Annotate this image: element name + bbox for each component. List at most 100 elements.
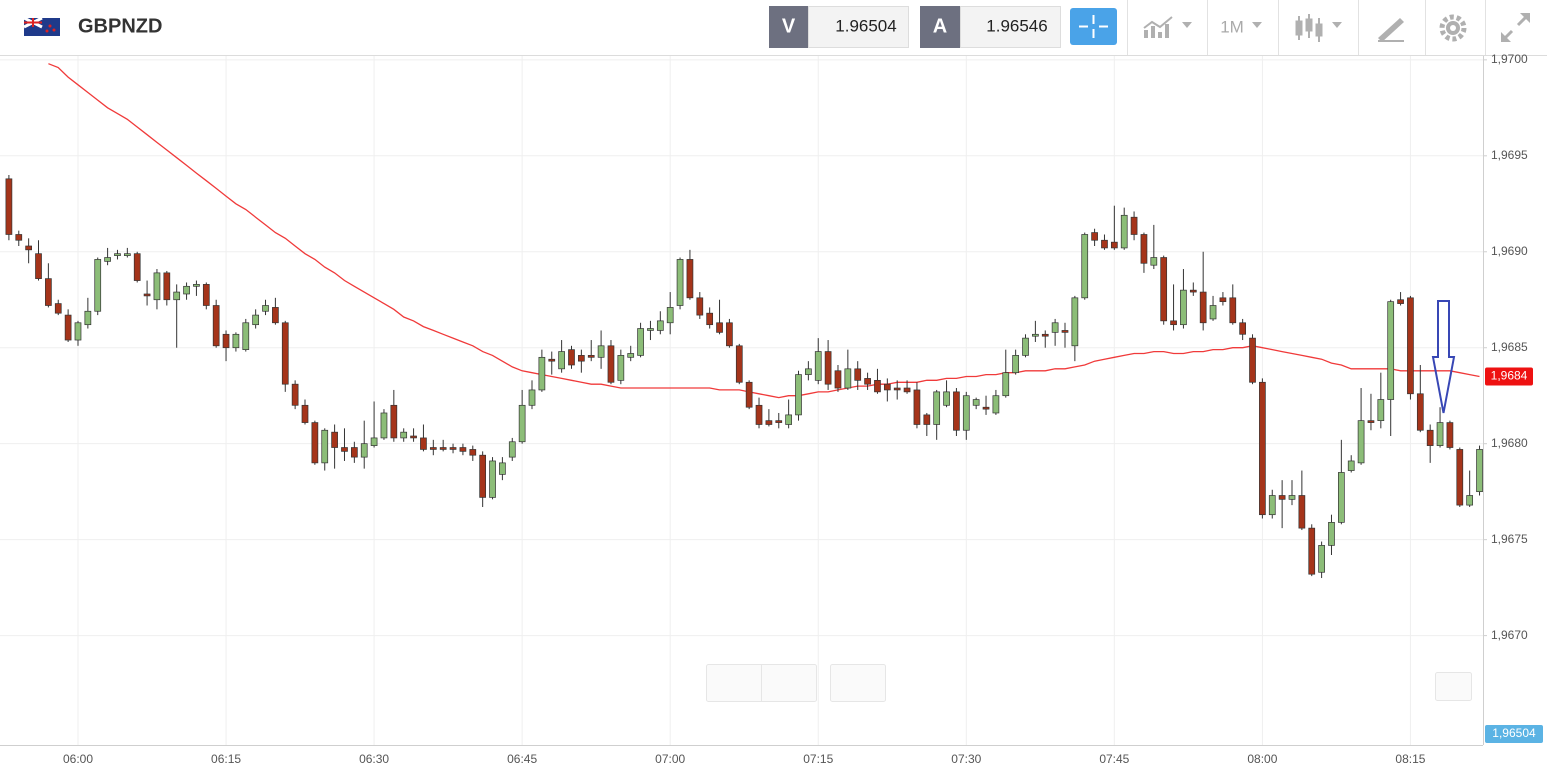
sell-label: V (782, 15, 796, 37)
candle-body (5, 178, 13, 235)
candle-body (716, 322, 723, 333)
candle-body (1101, 239, 1108, 249)
candle-body (291, 383, 299, 406)
candle-body (459, 447, 467, 452)
y-tick-label: 1,9680 (1491, 436, 1528, 450)
candle-body (1189, 289, 1197, 293)
candle-body (1051, 322, 1059, 333)
candle-body (193, 284, 200, 287)
candle-body (953, 391, 960, 431)
ma-value-label: 1,9684 (1491, 369, 1528, 383)
candle-body (94, 259, 102, 312)
candle-body (301, 404, 309, 423)
candle-body (647, 328, 654, 331)
candle-body (1180, 289, 1187, 326)
toolbar: GBPNZD V 1.96504 A 1.96546 1M (0, 0, 1547, 56)
candle-body (321, 429, 329, 464)
candle-body (923, 414, 931, 425)
candle-body (666, 307, 674, 324)
buy-button[interactable] (920, 6, 960, 48)
candle-body (252, 314, 259, 326)
candle-body (351, 447, 358, 458)
sell-button[interactable] (769, 6, 808, 48)
candle-body (1268, 495, 1276, 516)
chart-type-button[interactable] (1143, 16, 1192, 38)
candle-body (469, 449, 477, 456)
candle-body (1328, 522, 1335, 546)
candle-body (656, 320, 664, 331)
candle-body (854, 368, 862, 381)
x-tick-label: 07:45 (1099, 752, 1129, 766)
x-tick-label: 08:00 (1247, 752, 1277, 766)
candle-body (380, 412, 388, 439)
timeframe-button[interactable]: 1M (1220, 17, 1244, 36)
buy-price: 1.96546 (986, 16, 1047, 35)
candle-body (1219, 297, 1227, 303)
x-tick-label: 06:45 (507, 752, 537, 766)
candle-body (775, 420, 783, 423)
crosshair-button[interactable] (1070, 8, 1117, 45)
candle-body (1170, 320, 1177, 326)
fullscreen-button[interactable] (1501, 13, 1530, 42)
candle-body (232, 333, 240, 349)
candle-body (785, 414, 792, 425)
candle-body (578, 355, 585, 362)
candle-body (933, 391, 941, 425)
flag-icon (23, 16, 60, 36)
candle-body (1140, 234, 1148, 264)
candle-body (795, 374, 802, 416)
bid-value-tag (1485, 725, 1543, 743)
symbol: GBPNZD (78, 15, 162, 37)
candle-body (74, 322, 82, 341)
candle-body (558, 351, 565, 370)
drawing-tools-button[interactable] (1378, 18, 1404, 42)
candle-body (1357, 420, 1365, 464)
chart-overlay-buttons (706, 664, 1472, 702)
candle-body (1150, 257, 1158, 266)
candle-body (696, 297, 704, 316)
candle-body (1120, 214, 1128, 249)
candle-body (114, 253, 121, 256)
candle-body (390, 404, 398, 439)
candle-body (1199, 291, 1207, 324)
candle-body (133, 253, 141, 281)
candle-body (528, 389, 536, 406)
reset-button[interactable] (830, 664, 886, 702)
candle-type-button[interactable] (1295, 14, 1342, 42)
candle-body (1002, 372, 1010, 397)
candle-body (1110, 241, 1118, 249)
scroll-button[interactable] (1435, 672, 1472, 701)
sell-price: 1.96504 (835, 16, 896, 35)
candles (5, 174, 1483, 579)
candle-body (972, 399, 980, 406)
candle-body (1387, 301, 1395, 400)
candle-body (548, 358, 556, 362)
buy-price-box (960, 6, 1061, 48)
x-tick-label: 06:00 (63, 752, 93, 766)
candle-body (420, 437, 427, 450)
candle-body (1367, 420, 1375, 423)
settings-button[interactable] (1439, 14, 1467, 42)
candle-body (64, 314, 72, 341)
candle-body (943, 391, 950, 406)
candle-body (597, 345, 605, 358)
candle-body (686, 259, 694, 299)
candle-body (54, 303, 62, 314)
candle-body (449, 447, 457, 450)
candle-body (1071, 297, 1079, 347)
candle-body (755, 404, 763, 425)
candle-body (617, 355, 625, 381)
candle-body (1032, 333, 1039, 337)
y-tick-label: 1,9675 (1491, 532, 1528, 546)
candle-body (123, 253, 131, 256)
candle-body (479, 454, 487, 498)
candle-body (1377, 399, 1385, 422)
candle-body (568, 349, 575, 366)
candle-body (35, 253, 42, 279)
candle-body (1407, 297, 1414, 395)
candle-body (864, 378, 871, 385)
candle-body (982, 406, 990, 410)
candle-body (410, 435, 417, 439)
x-tick-label: 07:00 (655, 752, 685, 766)
